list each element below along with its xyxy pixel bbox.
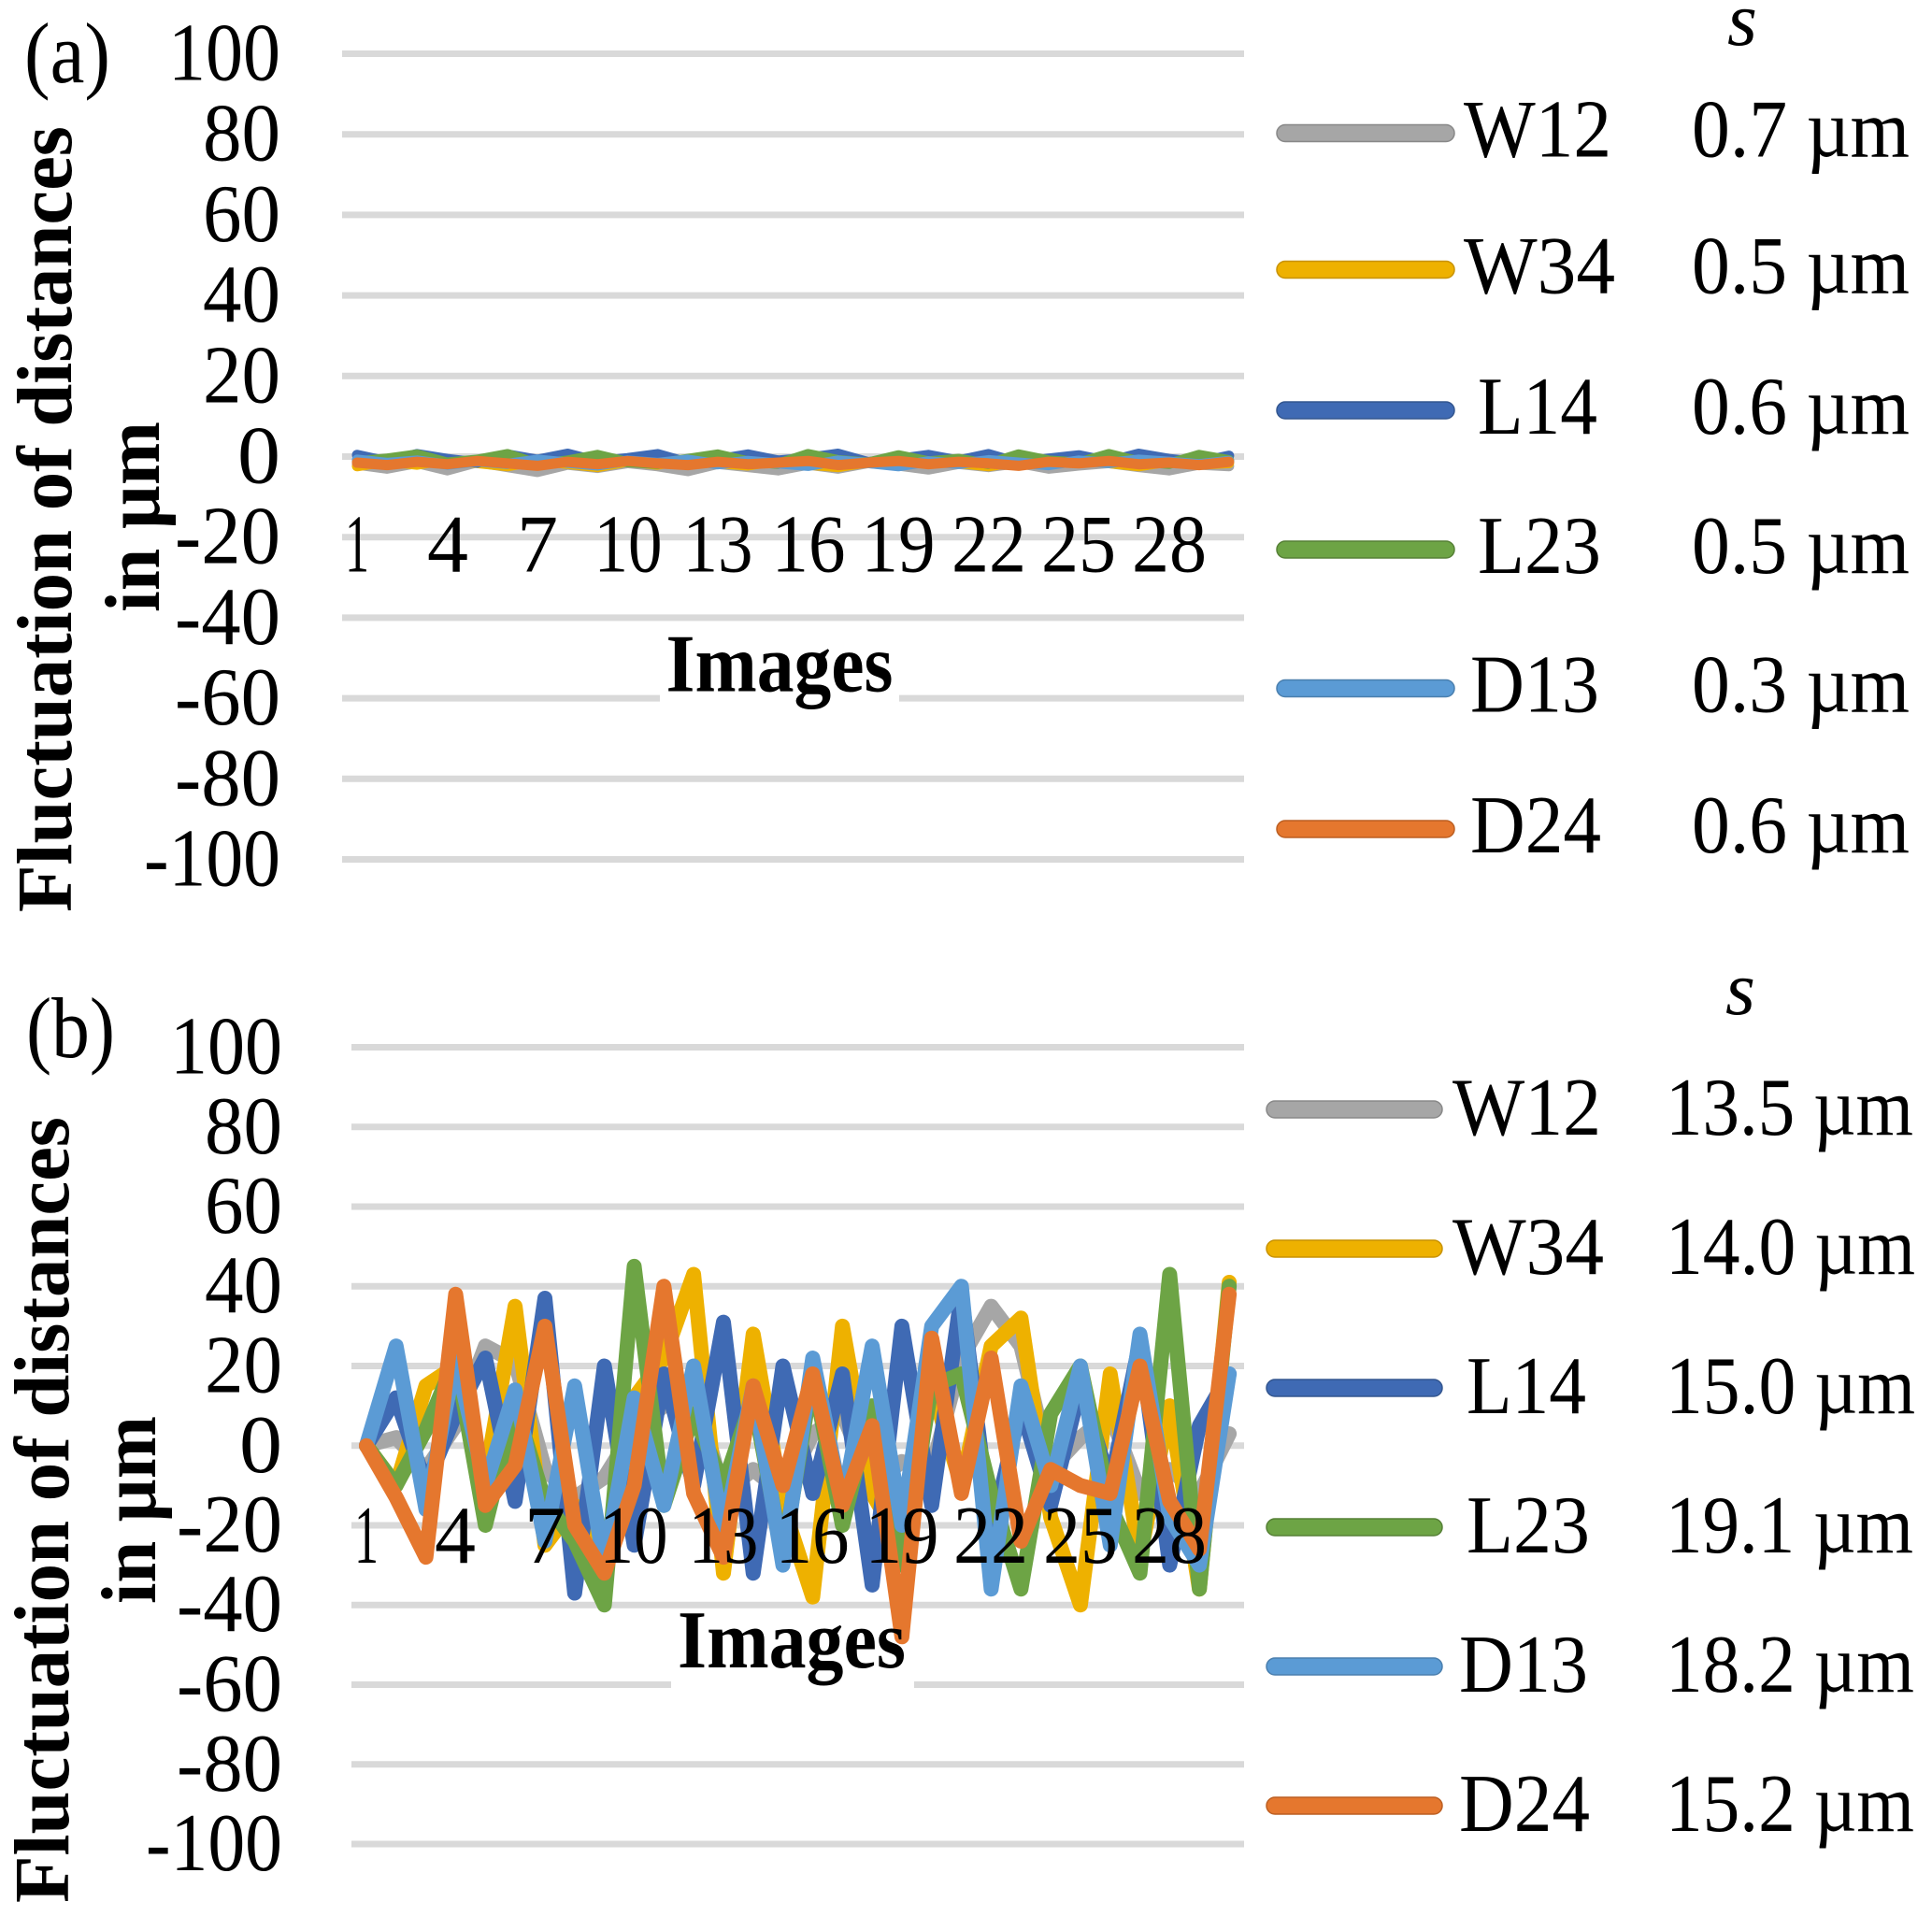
svg-text:40: 40 — [205, 1240, 282, 1331]
svg-text:s: s — [1725, 946, 1755, 1031]
svg-text:15.0 µm: 15.0 µm — [1666, 1341, 1915, 1432]
svg-text:-60: -60 — [175, 652, 280, 743]
svg-text:Fluctuation of distances: Fluctuation of distances — [2, 126, 89, 912]
svg-text:(b): (b) — [26, 980, 115, 1076]
svg-text:7: 7 — [524, 1491, 565, 1581]
svg-text:80: 80 — [203, 89, 280, 179]
svg-text:13.5 µm: 13.5 µm — [1666, 1063, 1913, 1153]
svg-text:60: 60 — [203, 169, 280, 260]
svg-text:40: 40 — [203, 250, 280, 340]
svg-text:80: 80 — [205, 1081, 282, 1172]
svg-text:16: 16 — [776, 1491, 850, 1581]
svg-text:in µm: in µm — [86, 1416, 173, 1604]
svg-text:1: 1 — [354, 1491, 379, 1581]
svg-text:Images: Images — [678, 1595, 906, 1686]
svg-text:4: 4 — [435, 1491, 476, 1581]
svg-text:13: 13 — [689, 1491, 759, 1581]
svg-text:0.6 µm: 0.6 µm — [1692, 362, 1910, 452]
svg-text:14.0 µm: 14.0 µm — [1666, 1202, 1915, 1293]
svg-text:(a): (a) — [24, 6, 110, 101]
svg-text:28: 28 — [1132, 1491, 1207, 1581]
svg-text:0.5 µm: 0.5 µm — [1692, 222, 1910, 312]
svg-text:18.2 µm: 18.2 µm — [1666, 1620, 1914, 1710]
svg-text:W34: W34 — [1464, 222, 1615, 312]
svg-text:60: 60 — [205, 1161, 282, 1251]
svg-text:W34: W34 — [1453, 1202, 1604, 1293]
svg-text:25: 25 — [1043, 1491, 1118, 1581]
svg-text:19: 19 — [866, 1491, 939, 1581]
svg-text:19.1 µm: 19.1 µm — [1666, 1480, 1913, 1571]
svg-text:-100: -100 — [144, 814, 280, 905]
svg-text:4: 4 — [427, 499, 468, 590]
svg-text:22: 22 — [952, 499, 1026, 590]
svg-text:16: 16 — [772, 499, 846, 590]
svg-text:25: 25 — [1041, 499, 1116, 590]
svg-text:0.3 µm: 0.3 µm — [1692, 640, 1910, 731]
svg-text:0: 0 — [239, 1400, 282, 1491]
svg-text:L14: L14 — [1478, 362, 1597, 452]
svg-text:L23: L23 — [1467, 1480, 1590, 1571]
svg-text:-40: -40 — [175, 572, 280, 663]
svg-text:100: 100 — [170, 1002, 282, 1093]
svg-text:-60: -60 — [177, 1639, 282, 1730]
svg-text:0.6 µm: 0.6 µm — [1692, 780, 1910, 871]
svg-text:D13: D13 — [1470, 640, 1599, 731]
svg-text:-80: -80 — [175, 733, 280, 823]
svg-text:10: 10 — [594, 499, 663, 590]
svg-text:W12: W12 — [1464, 85, 1611, 176]
svg-text:Images: Images — [666, 620, 894, 710]
svg-text:1: 1 — [345, 499, 369, 590]
svg-text:-80: -80 — [177, 1719, 282, 1809]
svg-text:-20: -20 — [177, 1480, 282, 1570]
svg-text:15.2 µm: 15.2 µm — [1666, 1759, 1914, 1850]
svg-text:D13: D13 — [1459, 1620, 1588, 1710]
svg-text:0.7 µm: 0.7 µm — [1692, 85, 1910, 176]
svg-text:10: 10 — [600, 1491, 668, 1581]
svg-text:-100: -100 — [146, 1798, 282, 1889]
svg-text:100: 100 — [168, 8, 280, 99]
svg-text:D24: D24 — [1459, 1759, 1590, 1850]
svg-text:22: 22 — [953, 1491, 1028, 1581]
svg-text:s: s — [1727, 0, 1757, 62]
svg-text:7: 7 — [517, 499, 558, 590]
svg-text:W12: W12 — [1453, 1063, 1601, 1153]
svg-text:-40: -40 — [177, 1559, 282, 1650]
svg-text:Fluctuation of distances: Fluctuation of distances — [0, 1117, 86, 1903]
svg-text:D24: D24 — [1470, 780, 1601, 871]
svg-text:19: 19 — [862, 499, 936, 590]
svg-text:0: 0 — [237, 411, 280, 502]
svg-text:20: 20 — [205, 1321, 282, 1411]
svg-text:0.5 µm: 0.5 µm — [1692, 501, 1910, 592]
svg-text:20: 20 — [203, 330, 280, 421]
svg-text:in µm: in µm — [90, 422, 177, 612]
svg-text:28: 28 — [1132, 499, 1207, 590]
svg-text:-20: -20 — [175, 492, 280, 582]
svg-text:13: 13 — [683, 499, 753, 590]
svg-text:L23: L23 — [1478, 501, 1601, 592]
svg-text:L14: L14 — [1467, 1341, 1586, 1432]
